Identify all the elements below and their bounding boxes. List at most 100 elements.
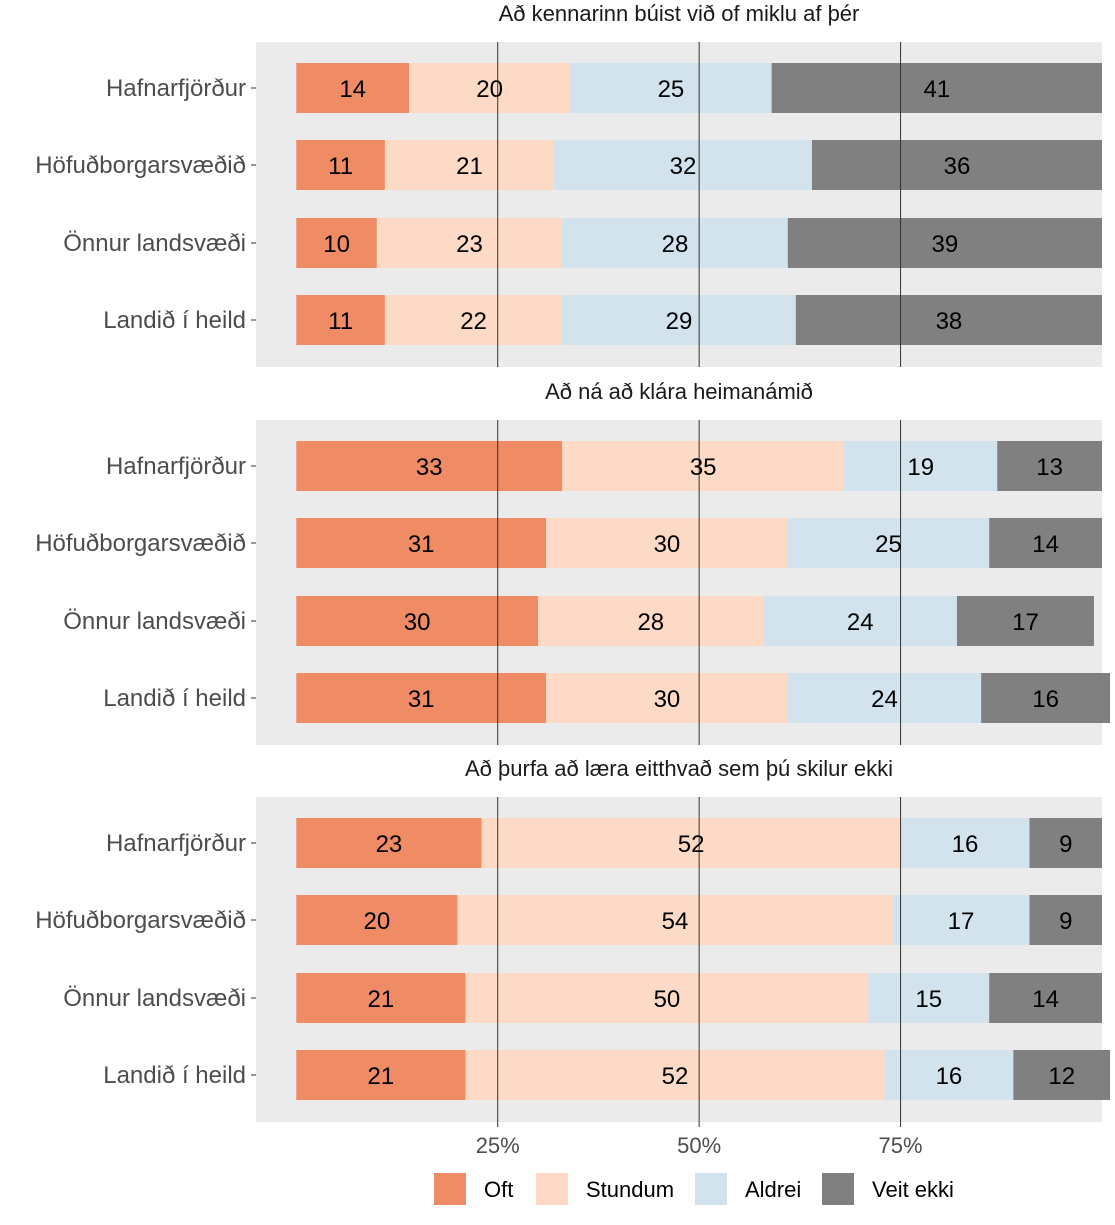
data-label: 38 xyxy=(936,308,963,335)
bar-segment xyxy=(409,63,571,113)
data-label: 21 xyxy=(368,1063,395,1090)
data-label: 52 xyxy=(662,1063,689,1090)
data-label: 50 xyxy=(654,986,681,1013)
category-label: Önnur landsvæði xyxy=(63,985,246,1012)
bar-segment xyxy=(1013,1050,1111,1100)
bar-segment xyxy=(1029,895,1102,945)
data-label: 25 xyxy=(875,531,902,558)
data-label: 52 xyxy=(678,831,705,858)
bar-segment xyxy=(296,895,458,945)
bar-segment xyxy=(562,218,788,268)
data-label: 20 xyxy=(364,908,391,935)
bar-segment xyxy=(457,895,893,945)
legend-label: Oft xyxy=(484,1177,513,1202)
bar-segment xyxy=(296,140,385,190)
legend-label: Aldrei xyxy=(745,1177,801,1202)
bar-segment xyxy=(546,673,788,723)
panel-title: Að kennarinn búist við of miklu af þér xyxy=(499,1,860,26)
legend-key xyxy=(695,1173,727,1205)
data-label: 14 xyxy=(1032,531,1059,558)
category-label: Landið í heild xyxy=(103,685,246,712)
data-label: 30 xyxy=(654,531,681,558)
bar-segment xyxy=(296,673,547,723)
bar-segment xyxy=(384,140,555,190)
category-label: Höfuðborgarsvæðið xyxy=(35,530,246,557)
data-label: 28 xyxy=(662,231,689,258)
data-label: 17 xyxy=(1012,609,1039,636)
bar-segment xyxy=(771,63,1102,113)
bar-segment xyxy=(546,518,788,568)
panel-title: Að ná að klára heimanámið xyxy=(545,379,813,404)
legend-key xyxy=(822,1173,854,1205)
category-label: Önnur landsvæði xyxy=(63,608,246,635)
data-label: 11 xyxy=(328,308,353,335)
bar-segment xyxy=(562,295,796,345)
data-label: 31 xyxy=(408,531,435,558)
legend-label: Veit ekki xyxy=(872,1177,954,1202)
bar-segment xyxy=(900,818,1030,868)
category-label: Önnur landsvæði xyxy=(63,230,246,257)
data-label: 10 xyxy=(323,231,350,258)
bar-segment xyxy=(787,218,1102,268)
data-label: 39 xyxy=(932,231,959,258)
x-tick-label: 25% xyxy=(476,1133,520,1158)
data-label: 36 xyxy=(944,153,971,180)
category-label: Hafnarfjörður xyxy=(106,75,246,102)
data-label: 54 xyxy=(662,908,689,935)
bar-segment xyxy=(296,818,482,868)
legend-label: Stundum xyxy=(586,1177,674,1202)
data-label: 23 xyxy=(456,231,483,258)
bar-segment xyxy=(538,596,764,646)
data-label: 30 xyxy=(654,686,681,713)
data-label: 31 xyxy=(408,686,435,713)
category-label: Landið í heild xyxy=(103,1062,246,1089)
legend-key xyxy=(536,1173,568,1205)
category-label: Höfuðborgarsvæðið xyxy=(35,907,246,934)
data-label: 28 xyxy=(637,609,664,636)
bar-segment xyxy=(376,218,563,268)
bar-segment xyxy=(384,295,563,345)
data-label: 16 xyxy=(1032,686,1059,713)
bar-segment xyxy=(296,973,466,1023)
bar-segment xyxy=(868,973,990,1023)
bar-segment xyxy=(296,1050,466,1100)
data-label: 21 xyxy=(456,153,483,180)
data-label: 22 xyxy=(460,308,487,335)
bar-segment xyxy=(570,63,772,113)
data-label: 16 xyxy=(936,1063,963,1090)
data-label: 9 xyxy=(1059,831,1072,858)
data-label: 25 xyxy=(658,76,685,103)
category-label: Höfuðborgarsvæðið xyxy=(35,152,246,179)
bar-segment xyxy=(844,441,998,491)
bar-segment xyxy=(787,518,990,568)
data-label: 29 xyxy=(666,308,693,335)
bar-segment xyxy=(465,1050,885,1100)
data-label: 32 xyxy=(670,153,697,180)
x-tick-label: 50% xyxy=(677,1133,721,1158)
data-label: 24 xyxy=(871,686,898,713)
data-label: 19 xyxy=(907,454,934,481)
bar-segment xyxy=(296,63,410,113)
data-label: 23 xyxy=(376,831,403,858)
category-label: Hafnarfjörður xyxy=(106,830,246,857)
data-label: 14 xyxy=(1032,986,1059,1013)
data-label: 21 xyxy=(368,986,395,1013)
data-label: 33 xyxy=(416,454,443,481)
data-label: 41 xyxy=(923,76,950,103)
data-label: 13 xyxy=(1036,454,1063,481)
data-label: 35 xyxy=(690,454,717,481)
data-label: 24 xyxy=(847,609,874,636)
data-label: 16 xyxy=(952,831,979,858)
bar-segment xyxy=(763,596,957,646)
category-label: Hafnarfjörður xyxy=(106,453,246,480)
bar-segment xyxy=(989,973,1102,1023)
bar-segment xyxy=(981,673,1111,723)
x-tick-label: 75% xyxy=(879,1133,923,1158)
bar-segment xyxy=(296,295,385,345)
bar-segment xyxy=(465,973,869,1023)
bar-segment xyxy=(811,140,1102,190)
bar-segment xyxy=(956,596,1094,646)
data-label: 20 xyxy=(476,76,503,103)
